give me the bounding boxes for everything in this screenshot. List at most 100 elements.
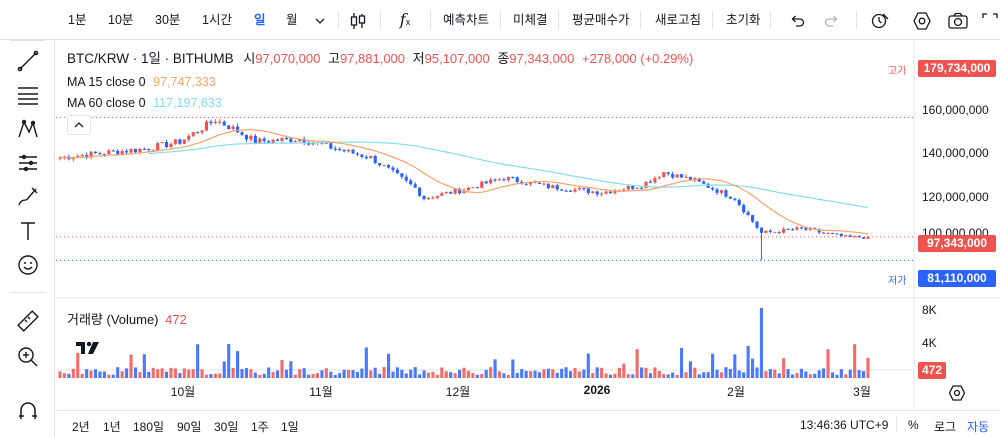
candle[interactable] (391, 167, 395, 170)
interval-1h[interactable]: 1시간 (202, 13, 232, 27)
candle[interactable] (560, 189, 564, 191)
candle[interactable] (542, 183, 546, 185)
candle[interactable] (733, 198, 737, 200)
candle[interactable] (222, 121, 226, 126)
candle[interactable] (662, 172, 666, 178)
candle[interactable] (866, 236, 870, 239)
candle[interactable] (515, 177, 519, 182)
candle[interactable] (786, 228, 790, 230)
candle[interactable] (555, 185, 559, 190)
trendline-icon[interactable] (12, 46, 44, 76)
candle[interactable] (666, 172, 670, 174)
brush-icon[interactable] (12, 182, 44, 212)
candle[interactable] (537, 182, 542, 184)
candle[interactable] (631, 185, 635, 189)
candle[interactable] (844, 235, 848, 237)
candle[interactable] (697, 178, 701, 182)
candle[interactable] (453, 188, 457, 194)
candle[interactable] (657, 177, 661, 179)
candle[interactable] (213, 121, 217, 124)
candle[interactable] (227, 125, 231, 130)
candle[interactable] (839, 233, 843, 237)
fullscreen-icon[interactable] (976, 0, 1000, 40)
candle[interactable] (458, 188, 462, 194)
pattern-icon[interactable] (12, 114, 44, 144)
range-1d[interactable]: 1일 (281, 420, 299, 434)
candle[interactable] (351, 149, 355, 154)
candle[interactable] (551, 185, 555, 189)
candle[interactable] (466, 187, 470, 191)
candle[interactable] (529, 181, 533, 185)
candle[interactable] (120, 151, 124, 155)
candle[interactable] (85, 155, 89, 158)
candle[interactable] (187, 135, 191, 140)
range-1w[interactable]: 1주 (251, 420, 269, 434)
candle[interactable] (591, 191, 595, 193)
candle[interactable] (822, 232, 826, 234)
candle[interactable] (160, 141, 164, 144)
candle[interactable] (600, 193, 604, 195)
candle[interactable] (98, 153, 102, 155)
candle[interactable] (440, 193, 444, 196)
candle[interactable] (275, 139, 280, 141)
chart-area[interactable] (56, 41, 1000, 409)
candle[interactable] (369, 155, 373, 159)
candle[interactable] (688, 176, 692, 181)
candle[interactable] (293, 141, 297, 143)
candle[interactable] (80, 155, 84, 157)
candle[interactable] (777, 231, 781, 233)
interval-1d[interactable]: 일 (254, 13, 266, 27)
candle[interactable] (386, 165, 391, 168)
ma15-label[interactable]: MA 15 close 0 (67, 75, 146, 89)
log-toggle[interactable]: 로그 (934, 420, 957, 434)
candle[interactable] (493, 179, 497, 181)
axis-settings-icon[interactable] (948, 384, 966, 405)
candle[interactable] (409, 180, 413, 185)
emoji-icon[interactable] (12, 250, 44, 280)
candle[interactable] (280, 138, 284, 141)
ma60-label[interactable]: MA 60 close 0 (67, 96, 146, 110)
candle[interactable] (355, 153, 360, 155)
candle[interactable] (679, 174, 684, 178)
candle[interactable] (378, 163, 382, 166)
candle[interactable] (311, 143, 315, 145)
candle[interactable] (586, 188, 590, 193)
percent-toggle[interactable]: % (908, 418, 919, 432)
candle[interactable] (364, 156, 368, 159)
candle[interactable] (768, 230, 772, 232)
candle[interactable] (604, 191, 608, 194)
candle[interactable] (480, 181, 484, 189)
candle[interactable] (302, 139, 306, 143)
candle[interactable] (524, 184, 528, 186)
candle[interactable] (258, 138, 262, 144)
prediction-chart-button[interactable]: 예측차트 (443, 13, 490, 27)
candle[interactable] (93, 151, 98, 154)
candle[interactable] (236, 126, 240, 133)
avg-buy-price-button[interactable]: 평균매수가 (572, 13, 630, 27)
candle[interactable] (342, 149, 346, 152)
candle[interactable] (728, 196, 732, 199)
candle[interactable] (573, 189, 577, 192)
interval-10m[interactable]: 10분 (108, 13, 134, 27)
candle[interactable] (133, 149, 138, 153)
fib-icon[interactable] (12, 80, 44, 110)
candle[interactable] (577, 188, 581, 190)
candle[interactable] (249, 135, 253, 140)
candle[interactable] (808, 228, 812, 230)
candle[interactable] (715, 189, 719, 193)
volume-label[interactable]: 거래량 (Volume) (67, 312, 159, 327)
candle[interactable] (790, 229, 795, 231)
candle[interactable] (307, 142, 311, 145)
candle[interactable] (626, 185, 630, 190)
interval-30m[interactable]: 30분 (155, 13, 181, 27)
reset-button[interactable]: 초기화 (726, 13, 761, 27)
candle[interactable] (759, 227, 764, 233)
candle[interactable] (382, 165, 386, 167)
candle[interactable] (284, 138, 288, 140)
candle[interactable] (830, 232, 835, 234)
candle[interactable] (795, 227, 799, 230)
candle[interactable] (471, 187, 475, 189)
candle[interactable] (218, 121, 222, 123)
candle[interactable] (347, 149, 351, 152)
candle[interactable] (395, 169, 399, 174)
